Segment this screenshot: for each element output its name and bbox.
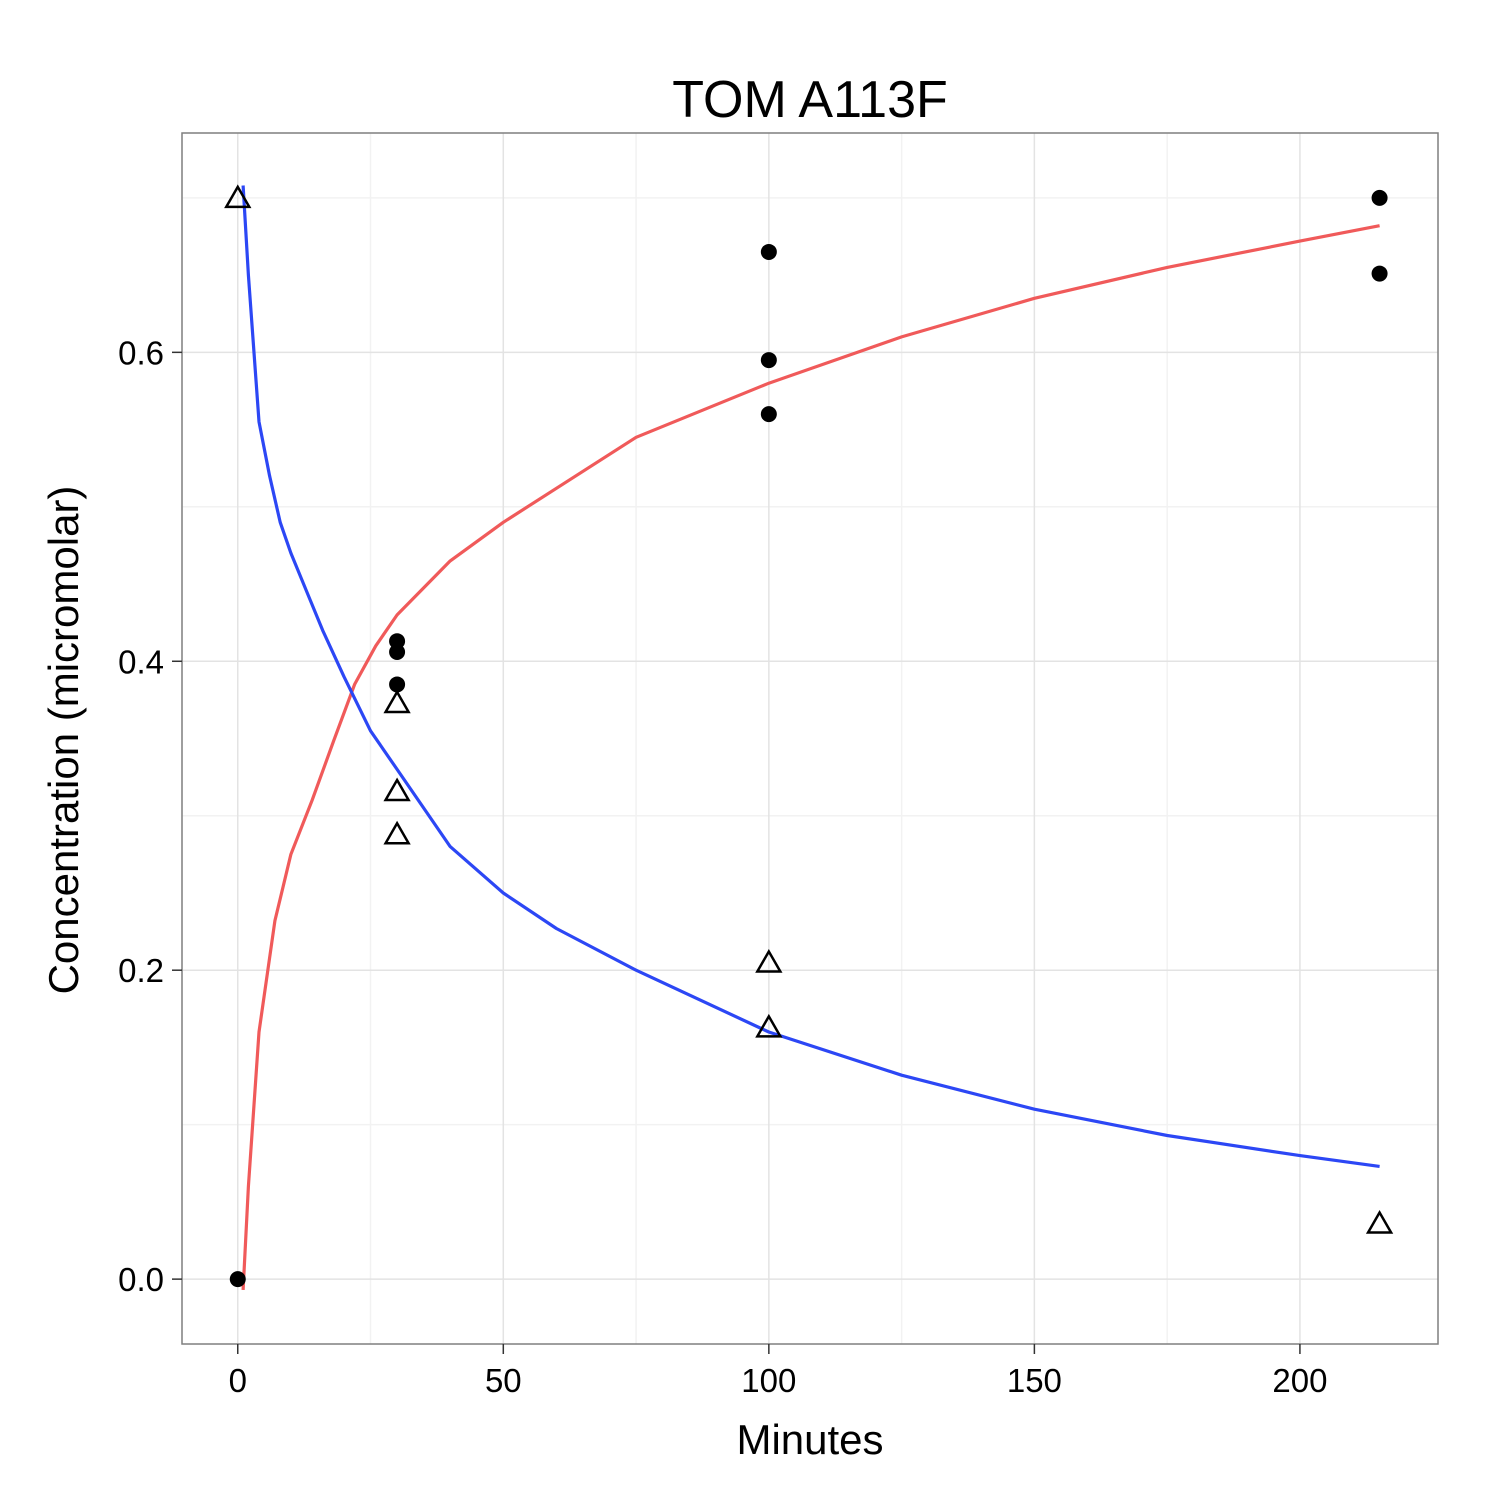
filled-circle-point bbox=[229, 1271, 246, 1288]
decaying-fit-curve bbox=[241, 185, 1380, 1168]
filled-circle-point bbox=[389, 644, 406, 660]
x-tick-label: 200 bbox=[1272, 1362, 1327, 1399]
filled-circle-point bbox=[389, 676, 406, 693]
y-axis: 0.0 0.2 0.4 0.6 bbox=[118, 334, 182, 1298]
open-triangle-point bbox=[383, 689, 411, 714]
x-tick-label: 100 bbox=[741, 1362, 796, 1399]
major-gridlines bbox=[182, 133, 1438, 1344]
y-tick-label: 0.4 bbox=[118, 643, 164, 680]
x-axis-title: Minutes bbox=[736, 1416, 883, 1463]
plot-panel-border bbox=[181, 132, 1439, 1345]
open-triangle-point bbox=[755, 1013, 783, 1038]
y-tick-label: 0.6 bbox=[118, 334, 164, 371]
chart-title: TOM A113F bbox=[672, 71, 948, 129]
x-axis: 0 50 100 150 200 bbox=[229, 1344, 1327, 1399]
fitted-curves bbox=[241, 185, 1380, 1290]
minor-gridlines bbox=[182, 133, 1438, 1344]
open-triangle-point bbox=[224, 184, 252, 209]
x-tick-label: 50 bbox=[485, 1362, 522, 1399]
open-triangle-point bbox=[383, 820, 411, 845]
filled-circle-point bbox=[1371, 189, 1388, 206]
x-tick-label: 0 bbox=[229, 1362, 247, 1399]
y-axis-title: Concentration (micromolar) bbox=[40, 486, 87, 995]
filled-circle-point bbox=[1371, 265, 1388, 282]
y-tick-label: 0.2 bbox=[118, 952, 164, 989]
filled-circle-point bbox=[760, 406, 777, 423]
data-points bbox=[224, 184, 1394, 1288]
open-triangle-point bbox=[1365, 1210, 1394, 1234]
filled-circle-point bbox=[760, 352, 777, 369]
open-triangle-point bbox=[383, 777, 411, 802]
y-tick-label: 0.0 bbox=[118, 1261, 164, 1298]
x-tick-label: 150 bbox=[1007, 1362, 1062, 1399]
filled-circle-point bbox=[760, 243, 777, 260]
open-triangle-point bbox=[755, 948, 783, 973]
rising-fit-curve bbox=[241, 224, 1380, 1290]
